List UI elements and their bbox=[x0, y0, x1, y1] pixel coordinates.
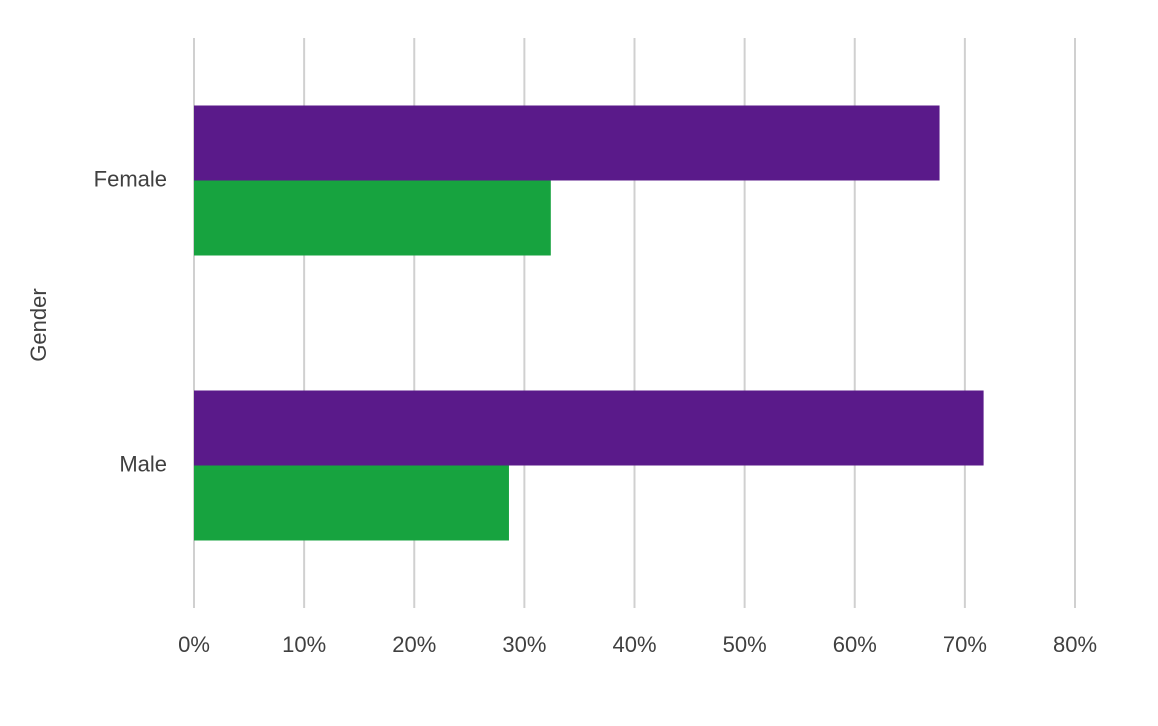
x-tick-label: 50% bbox=[723, 632, 767, 657]
x-tick-label: 20% bbox=[392, 632, 436, 657]
y-axis-label: Gender bbox=[26, 288, 51, 361]
x-tick-label: 0% bbox=[178, 632, 210, 657]
x-tick-label: 70% bbox=[943, 632, 987, 657]
x-tick-label: 40% bbox=[612, 632, 656, 657]
bar bbox=[194, 465, 509, 541]
y-tick-label: Male bbox=[119, 451, 167, 476]
y-tick-label: Female bbox=[94, 166, 167, 191]
bar bbox=[194, 105, 940, 181]
x-tick-label: 60% bbox=[833, 632, 877, 657]
x-tick-label: 30% bbox=[502, 632, 546, 657]
x-tick-label: 80% bbox=[1053, 632, 1097, 657]
x-tick-label: 10% bbox=[282, 632, 326, 657]
bar bbox=[194, 390, 984, 466]
bar bbox=[194, 180, 551, 256]
